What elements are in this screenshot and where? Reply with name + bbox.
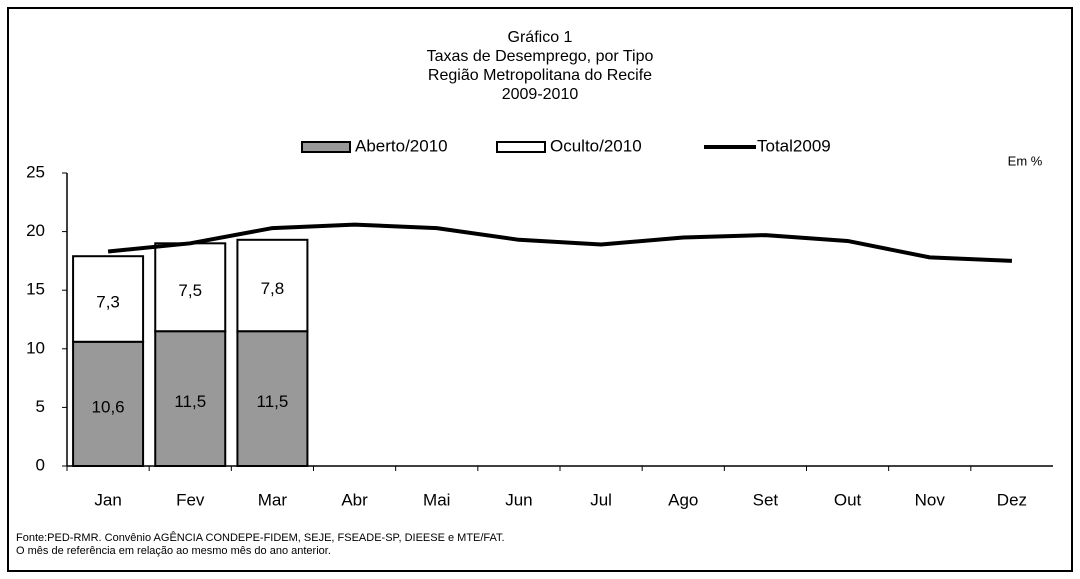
bar [154, 242, 227, 333]
x-tick-label: Abr [341, 490, 368, 509]
bar [154, 330, 227, 467]
chart-title: Região Metropolitana do Recife [428, 67, 652, 84]
x-tick-label: Set [753, 490, 779, 509]
bar [236, 238, 309, 333]
y-tick-label: 25 [26, 162, 45, 181]
x-tick-label: Nov [915, 490, 946, 509]
bar [72, 255, 145, 343]
bar [72, 340, 145, 468]
chart-title: Taxas de Desemprego, por Tipo [427, 48, 654, 65]
unit-note: Em % [1008, 153, 1043, 168]
chart-title: Gráfico 1 [508, 29, 573, 46]
x-tick-label: Jun [505, 490, 532, 509]
x-tick-label: Fev [176, 490, 205, 509]
data-label: 10,6 [92, 397, 125, 416]
line [107, 222, 1013, 263]
y-tick-label: 20 [26, 221, 45, 240]
x-tick-label: Out [834, 490, 862, 509]
footnote: O mês de referência em relação ao mesmo … [16, 545, 331, 557]
y-tick-label: 15 [26, 280, 45, 299]
x-tick-label: Jul [590, 490, 612, 509]
x-tick-label: Ago [668, 490, 698, 509]
legend-swatch [496, 141, 546, 153]
chart-title: 2009-2010 [502, 86, 579, 103]
data-label: 7,8 [261, 279, 285, 298]
y-tick-label: 5 [36, 397, 45, 416]
y-tick-label: 10 [26, 338, 45, 357]
x-tick-label: Dez [997, 490, 1027, 509]
x-tick-label: Mar [258, 490, 288, 509]
data-label: 7,5 [178, 281, 202, 300]
x-tick-label: Mai [423, 490, 450, 509]
data-label: 11,5 [174, 392, 206, 411]
footnote: Fonte:PED-RMR. Convênio AGÊNCIA CONDEPE-… [16, 531, 505, 544]
x-tick-label: Jan [94, 490, 121, 509]
legend-label: Total2009 [757, 136, 831, 155]
bar [236, 330, 309, 467]
legend-swatch [301, 141, 351, 153]
data-label: 7,3 [96, 292, 120, 311]
data-label: 11,5 [257, 392, 289, 411]
y-tick-label: 0 [36, 455, 45, 474]
legend-label: Aberto/2010 [355, 136, 448, 155]
legend-label: Oculto/2010 [550, 136, 642, 155]
